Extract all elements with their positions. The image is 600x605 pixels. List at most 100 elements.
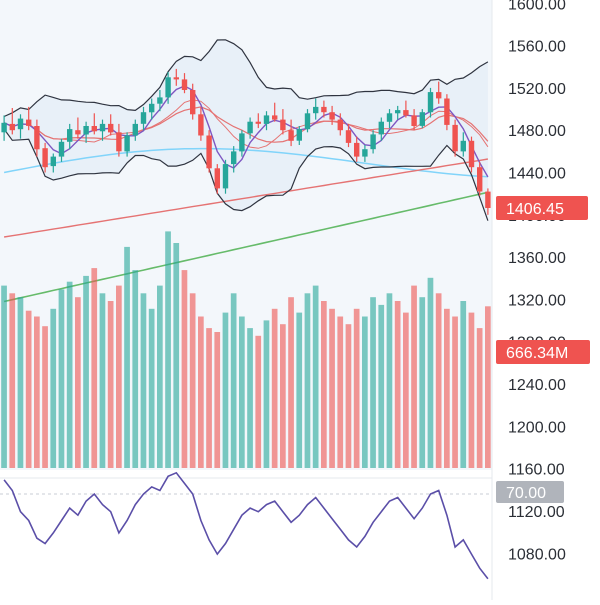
candle-body (329, 112, 335, 120)
candle-body (427, 92, 434, 113)
candle-body (34, 126, 40, 150)
volume-bar (419, 297, 426, 468)
candle-body (362, 149, 368, 157)
volume-bar (255, 335, 262, 468)
candle-body (1, 122, 7, 133)
candle-body (337, 119, 343, 131)
last-volume-label: 666.34M (506, 345, 568, 362)
rsi-level-tag (496, 481, 564, 503)
volume-bar (304, 293, 311, 468)
rsi-level-label: 70.00 (506, 485, 546, 502)
candle-body (99, 123, 106, 132)
candle-body (124, 135, 130, 152)
volume-bar (173, 243, 180, 468)
candle-body (313, 106, 319, 114)
candle-body (403, 110, 409, 116)
volume-bar (345, 324, 352, 468)
volume-bar (485, 306, 491, 468)
y-axis-tick-label: 1200.00 (508, 419, 566, 436)
volume-bar (362, 316, 368, 468)
candle-body (354, 142, 360, 157)
volume-bar (321, 301, 327, 468)
bollinger-band-fill (4, 39, 488, 221)
volume-bar (99, 293, 106, 468)
candle-body (206, 135, 212, 169)
volume-bar (140, 293, 147, 468)
candle-body (9, 123, 15, 131)
volume-bar (58, 289, 65, 468)
y-axis-tick-label: 1440.00 (508, 166, 566, 183)
candle-body (17, 118, 24, 130)
bollinger-upper-line (3, 39, 489, 118)
last-price-tag (496, 196, 588, 220)
volume-bar (214, 332, 221, 468)
y-axis-tick-label: 1240.00 (508, 377, 566, 394)
candle-body (181, 79, 188, 90)
y-axis-tick-label: 1360.00 (508, 250, 566, 267)
candle-body (321, 106, 327, 113)
volume-bar (394, 301, 401, 468)
volume-bar (271, 308, 278, 468)
volume-bar (444, 308, 450, 468)
candle-body (460, 140, 466, 152)
y-axis-tick-label: 1520.00 (508, 81, 566, 98)
volume-bar (66, 281, 73, 468)
volume-bar (198, 316, 204, 468)
volume-bar (189, 293, 196, 468)
volume-bar (378, 304, 385, 468)
candle-body (263, 115, 270, 124)
volume-bar (34, 316, 40, 468)
ma-red-long-line (3, 158, 489, 238)
volume-bar (427, 277, 434, 468)
volume-bar (476, 328, 483, 468)
last-price-label: 1406.45 (506, 201, 564, 218)
volume-bar (50, 308, 57, 468)
candle-body (67, 129, 73, 142)
candle-body (477, 167, 483, 192)
y-axis-tick-label: 1560.00 (508, 39, 566, 56)
candle-body (214, 168, 220, 189)
volume-bar (165, 231, 171, 468)
volume-bar (42, 326, 48, 468)
volume-bar (91, 268, 98, 468)
last-volume-tag (496, 340, 590, 364)
volume-bar (9, 293, 16, 468)
volume-bar (411, 285, 417, 468)
candle-body (304, 113, 311, 130)
candle-body (50, 156, 56, 167)
bollinger-lower-line (3, 128, 489, 221)
volume-bar (157, 285, 163, 468)
volume-bar (230, 293, 237, 468)
volume-bar (403, 312, 409, 468)
volume-bar (296, 312, 303, 468)
volume-bar (75, 297, 81, 468)
candle-body (91, 126, 97, 132)
volume-bar (17, 297, 24, 468)
volume-bar (280, 324, 286, 468)
bollinger-middle-line (3, 106, 489, 143)
candle-body (280, 119, 286, 131)
volume-bar (116, 285, 122, 468)
volume-bar (1, 285, 7, 468)
candle-body (222, 164, 229, 189)
candle-body (140, 112, 147, 124)
volume-bar (329, 308, 335, 468)
candle-body (247, 121, 253, 134)
candle-body (83, 126, 89, 135)
candle-body (386, 113, 393, 122)
candle-body (157, 97, 163, 104)
volume-bar (239, 316, 245, 468)
candle-body (272, 115, 278, 120)
volume-bar (312, 285, 319, 468)
candle-body (444, 98, 450, 125)
candle-body (485, 191, 491, 208)
ma-red-short-line (3, 99, 489, 149)
rsi-line (3, 471, 489, 580)
candle-body (149, 103, 155, 113)
volume-bar (181, 270, 188, 468)
candle-body (198, 114, 204, 136)
volume-bar (386, 293, 393, 468)
candle-body (190, 90, 196, 115)
